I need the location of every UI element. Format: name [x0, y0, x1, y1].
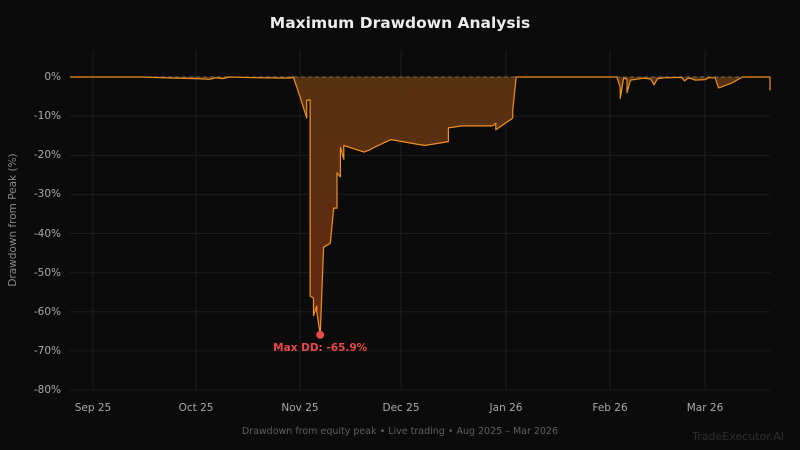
x-tick-label: Feb 26: [592, 402, 628, 414]
chart-title: Maximum Drawdown Analysis: [269, 14, 531, 32]
y-tick-label: -70%: [33, 344, 61, 357]
drawdown-area: [70, 77, 770, 335]
x-tick-label: Nov 25: [281, 402, 319, 414]
y-tick-label: -40%: [33, 227, 61, 240]
y-tick-label: -80%: [33, 384, 61, 396]
y-axis-label: Drawdown from Peak (%): [7, 153, 19, 287]
x-tick-label: Jan 26: [489, 402, 523, 414]
y-tick-label: -50%: [33, 266, 61, 279]
y-tick-label: -20%: [33, 149, 61, 162]
chart-subtitle: Drawdown from equity peak • Live trading…: [241, 426, 559, 437]
max-drawdown-label: Max DD: -65.9%: [273, 341, 368, 354]
y-tick-label: -30%: [33, 188, 61, 201]
watermark: TradeExecutor.AI: [692, 430, 784, 443]
y-tick-label: -60%: [33, 305, 61, 318]
x-tick-label: Dec 25: [382, 402, 420, 414]
x-tick-label: Mar 26: [686, 402, 724, 414]
x-tick-label: Oct 25: [178, 402, 214, 414]
drawdown-line: [70, 76, 771, 336]
y-tick-label: -10%: [33, 110, 61, 123]
x-tick-label: Sep 25: [74, 402, 112, 414]
max-drawdown-marker[interactable]: [316, 330, 325, 339]
y-tick-label: 0%: [44, 71, 61, 83]
